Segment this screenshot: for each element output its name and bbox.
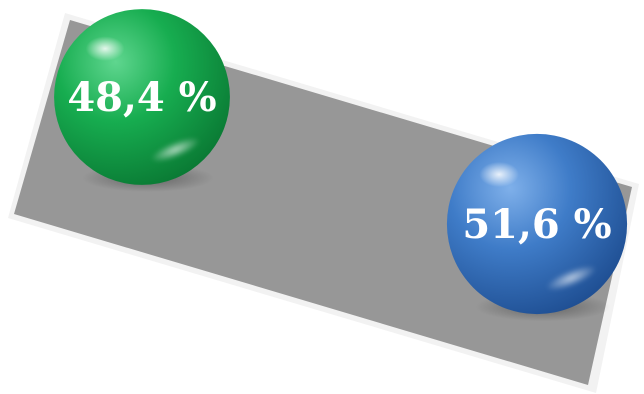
data-label: 51,6 % [462, 201, 611, 248]
bubble-reflection [545, 265, 597, 291]
bubble-1: 48,4 % [54, 9, 230, 192]
bubble-highlight [85, 36, 125, 61]
data-label: 48,4 % [67, 74, 216, 121]
bubble-2: 51,6 % [446, 133, 628, 322]
bubble-series: 48,4 % 51,6 % [54, 9, 628, 322]
bubble-reflection [150, 137, 201, 163]
bubble-highlight [479, 161, 519, 188]
